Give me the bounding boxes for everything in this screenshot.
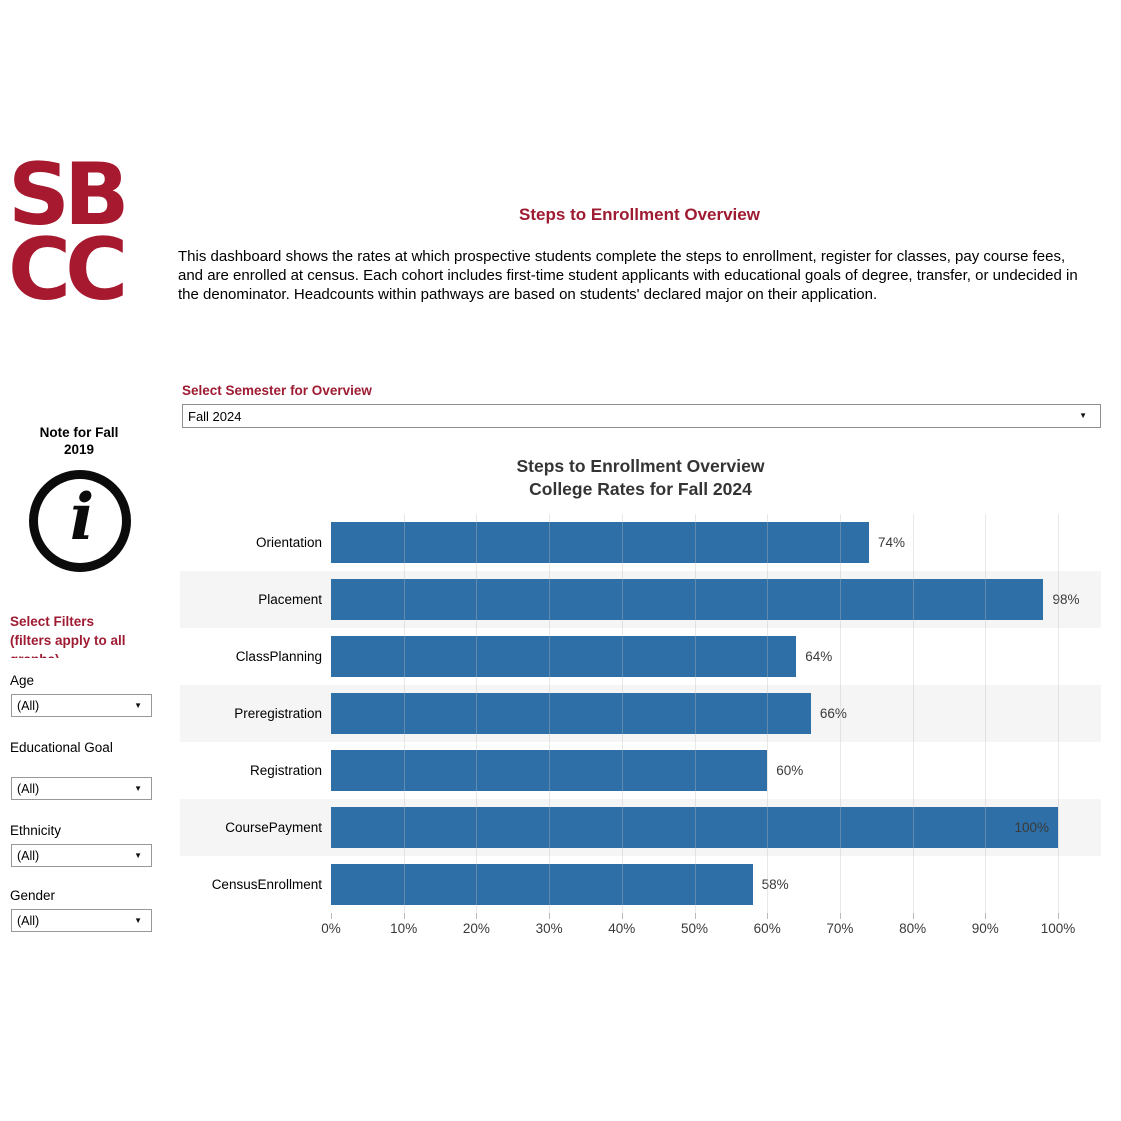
ethnicity-filter-value: (All) — [17, 848, 40, 863]
value-label: 58% — [761, 877, 789, 892]
sbcc-logo-line1: SB — [8, 145, 130, 245]
x-axis-tick-label: 20% — [462, 921, 490, 936]
dashboard-description: This dashboard shows the rates at which … — [178, 248, 1078, 303]
sbcc-logo: SB CC — [6, 145, 178, 320]
bar[interactable] — [331, 579, 1044, 620]
educational-goal-filter-select[interactable]: (All) ▼ — [11, 777, 152, 800]
sbcc-logo-line2: CC — [8, 220, 128, 320]
x-axis-tick-label: 10% — [390, 921, 418, 936]
chart-row: CoursePayment 100% — [180, 799, 1101, 856]
x-axis-tick-label: 0% — [321, 921, 341, 936]
ethnicity-filter-label: Ethnicity — [10, 823, 62, 838]
filters-heading-line1: Select Filters — [10, 614, 95, 629]
category-label: Placement — [258, 592, 322, 607]
row-plot: 60% — [331, 742, 1101, 799]
x-axis-tick-label: 90% — [971, 921, 999, 936]
chevron-down-icon: ▼ — [134, 915, 142, 925]
value-label: 74% — [877, 535, 905, 550]
row-plot: 74% — [331, 514, 1101, 571]
category-label: CoursePayment — [225, 820, 322, 835]
page-title: Steps to Enrollment Overview — [519, 205, 760, 224]
gender-filter-value: (All) — [17, 913, 40, 928]
category-label: Orientation — [255, 535, 322, 550]
x-axis-tick-label: 30% — [535, 921, 563, 936]
category-label: CensusEnrollment — [211, 877, 322, 892]
chart-row: Placement 98% — [180, 571, 1101, 628]
chevron-down-icon: ▼ — [134, 700, 142, 710]
bar[interactable] — [331, 750, 768, 791]
category-label: Preregistration — [234, 706, 322, 721]
age-filter-select[interactable]: (All) ▼ — [11, 694, 152, 717]
bar[interactable] — [331, 807, 1058, 848]
chart-title-line2: College Rates for Fall 2024 — [529, 479, 752, 499]
chart-row: CensusEnrollment 58% — [180, 856, 1101, 913]
chart-title: Steps to Enrollment Overview College Rat… — [180, 455, 1101, 501]
x-axis-tick-label: 70% — [826, 921, 854, 936]
note-title: Note for Fall 2019 — [39, 425, 119, 457]
axis-ticks — [331, 913, 1101, 919]
x-axis-tick-label: 80% — [899, 921, 927, 936]
chevron-down-icon: ▼ — [134, 850, 142, 860]
semester-select[interactable]: Fall 2024 ▼ — [182, 404, 1101, 428]
chevron-down-icon: ▼ — [134, 783, 142, 793]
x-axis-tick-label: 40% — [608, 921, 636, 936]
category-label: Registration — [249, 763, 322, 778]
age-filter-label: Age — [10, 673, 35, 688]
ethnicity-filter-select[interactable]: (All) ▼ — [11, 844, 152, 867]
row-plot: 98% — [331, 571, 1101, 628]
filters-heading: Select Filters (filters apply to all gra… — [10, 612, 172, 658]
gender-filter-label: Gender — [10, 888, 56, 903]
gender-filter-select[interactable]: (All) ▼ — [11, 909, 152, 932]
chart-title-line1: Steps to Enrollment Overview — [516, 456, 765, 476]
x-axis-tick-label: 100% — [1040, 921, 1076, 936]
row-plot: 66% — [331, 685, 1101, 742]
row-plot: 58% — [331, 856, 1101, 913]
educational-goal-filter-value: (All) — [17, 781, 40, 796]
value-label: 98% — [1052, 592, 1080, 607]
x-axis-labels: 0% 10% 20% 30% 40% 50% 60% 70% 80% 90% 100% — [321, 921, 1101, 941]
filters-heading-line2: (filters apply to all graphs) — [10, 633, 126, 658]
value-label: 64% — [805, 649, 833, 664]
x-axis-tick-label: 60% — [753, 921, 781, 936]
bar[interactable] — [331, 636, 797, 677]
semester-select-label: Select Semester for Overview — [182, 383, 372, 398]
row-plot: 100% — [331, 799, 1101, 856]
semester-select-value: Fall 2024 — [188, 408, 242, 424]
x-axis-tick-label: 50% — [680, 921, 709, 936]
chevron-down-icon: ▼ — [1079, 411, 1087, 420]
chart-row: Orientation 74% — [180, 514, 1101, 571]
chart-row: ClassPlanning 64% — [180, 628, 1101, 685]
row-plot: 64% — [331, 628, 1101, 685]
bar[interactable] — [331, 693, 811, 734]
value-label: 100% — [1014, 820, 1049, 835]
bar[interactable] — [331, 864, 753, 905]
info-icon-glyph: i — [69, 480, 95, 555]
category-label: ClassPlanning — [235, 649, 322, 664]
age-filter-value: (All) — [17, 698, 40, 713]
chart-row: Preregistration 66% — [180, 685, 1101, 742]
value-label: 66% — [819, 706, 847, 721]
chart-row: Registration 60% — [180, 742, 1101, 799]
bar-chart: Orientation 74% Placement 98% ClassPlann… — [180, 514, 1101, 913]
educational-goal-filter-label: Educational Goal — [10, 740, 113, 755]
info-icon[interactable]: i — [29, 470, 131, 572]
value-label: 60% — [776, 763, 804, 778]
bar[interactable] — [331, 522, 869, 563]
